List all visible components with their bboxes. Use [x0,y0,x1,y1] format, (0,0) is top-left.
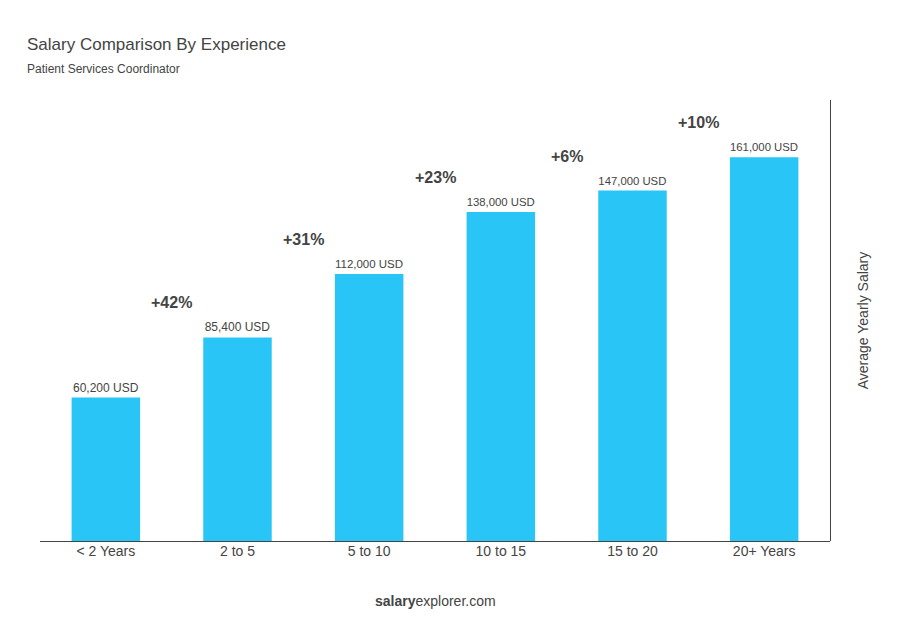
svg-text:+10%: +10% [678,114,719,131]
svg-text:+31%: +31% [283,231,324,248]
svg-text:Salary Comparison By Experienc: Salary Comparison By Experience [27,35,286,54]
svg-text:5 to 10: 5 to 10 [348,543,391,559]
svg-text:147,000 USD: 147,000 USD [598,175,666,187]
svg-text:15 to 20: 15 to 20 [607,543,658,559]
svg-text:20+ Years: 20+ Years [733,543,796,559]
svg-text:Average Yearly Salary: Average Yearly Salary [855,252,871,390]
svg-text:2 to 5: 2 to 5 [220,543,255,559]
svg-text:85,400 USD: 85,400 USD [205,320,271,334]
svg-text:salaryexplorer.com: salaryexplorer.com [375,593,496,609]
svg-text:161,000 USD: 161,000 USD [730,141,798,153]
svg-text:+6%: +6% [551,148,583,165]
svg-text:60,200 USD: 60,200 USD [73,381,139,395]
svg-text:112,000 USD: 112,000 USD [335,258,403,270]
svg-text:Patient Services Coordinator: Patient Services Coordinator [27,62,180,76]
svg-text:138,000 USD: 138,000 USD [467,196,535,208]
svg-text:+42%: +42% [151,294,192,311]
svg-text:+23%: +23% [415,169,456,186]
svg-text:10 to 15: 10 to 15 [476,543,527,559]
svg-text:< 2 Years: < 2 Years [76,543,135,559]
